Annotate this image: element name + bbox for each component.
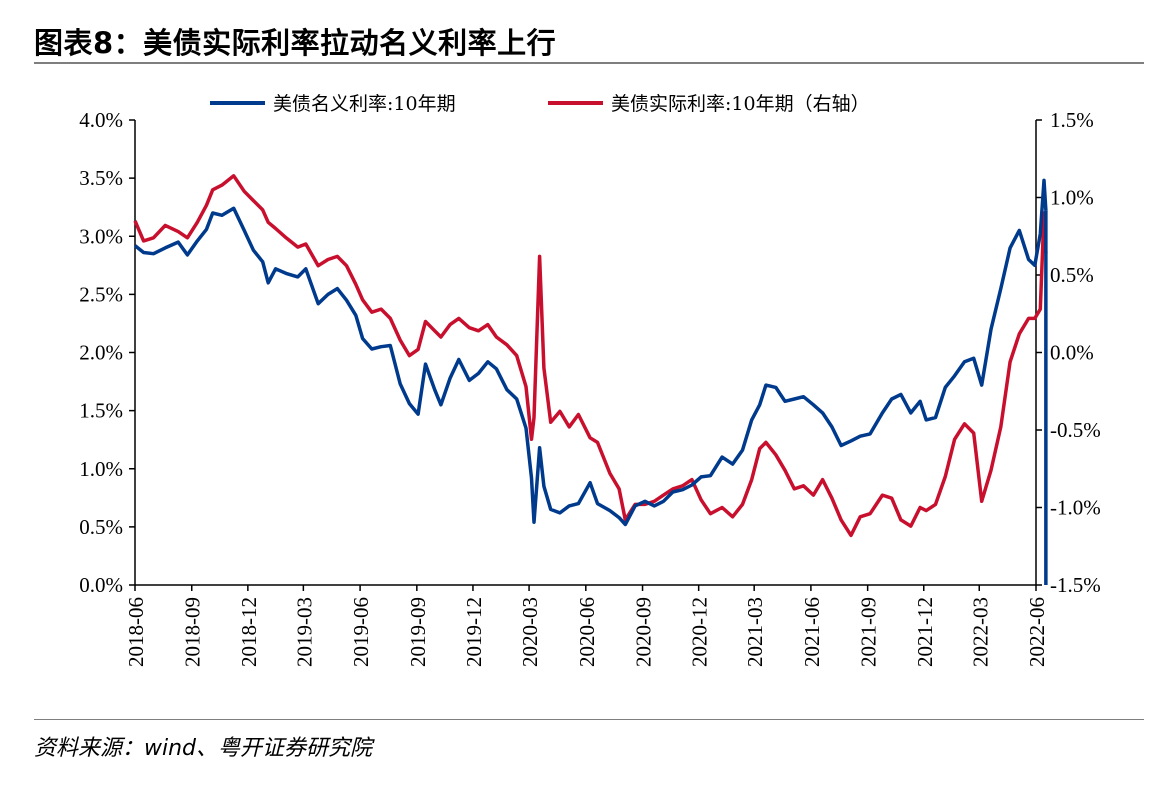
x-tick-label: 2020-09 [632,597,656,667]
y-left-tick-label: 1.5% [79,399,123,423]
x-tick-label: 2020-12 [688,597,712,667]
y-left-tick-label: 3.0% [79,224,123,248]
series-line-nominal-yield [133,178,1048,527]
x-tick-label: 2021-12 [913,597,937,667]
title-divider [34,62,1144,64]
y-left-tick-label: 0.0% [79,573,123,597]
x-tick-label: 2019-03 [292,597,316,667]
y-right-tick-label: -0.5% [1050,418,1101,442]
x-tick-label: 2022-06 [1025,597,1049,667]
chart-title: 图表8：美债实际利率拉动名义利率上行 [34,26,557,60]
x-tick-label: 2021-09 [857,597,881,667]
y-right-tick-label: 0.0% [1050,341,1094,365]
x-tick-label: 2018-12 [237,597,261,667]
y-left-tick-label: 1.0% [79,457,123,481]
x-tick-label: 2020-06 [575,597,599,667]
x-tick-label: 2018-06 [124,597,148,667]
y-right-tick-label: 0.5% [1050,263,1094,287]
x-tick-label: 2020-03 [518,597,542,667]
x-tick-label: 2019-06 [349,597,373,667]
source-divider [34,719,1144,720]
y-left-tick-label: 0.5% [79,515,123,539]
legend-item-real-yield-label: 美债实际利率:10年期（右轴） [611,93,870,115]
y-right-tick-label: -1.5% [1050,573,1101,597]
y-left-tick-label: 2.5% [79,282,123,306]
source-note: 资料来源：wind、粤开证券研究院 [34,736,373,761]
x-tick-label: 2019-09 [406,597,430,667]
x-tick-label: 2022-03 [968,597,992,667]
x-tick-label: 2021-06 [800,597,824,667]
y-left-tick-label: 4.0% [79,108,123,132]
x-tick-label: 2019-12 [462,597,486,667]
y-right-tick-label: -1.0% [1050,496,1101,520]
legend-item-nominal-yield-label: 美债名义利率:10年期 [273,93,456,115]
x-tick-label: 2018-09 [181,597,205,667]
y-left-tick-label: 3.5% [79,166,123,190]
series-line-real-yield [133,174,1048,538]
y-left-tick-label: 2.0% [79,341,123,365]
y-right-tick-label: 1.5% [1050,108,1094,132]
x-tick-label: 2021-03 [743,597,767,667]
y-right-tick-label: 1.0% [1050,186,1094,210]
